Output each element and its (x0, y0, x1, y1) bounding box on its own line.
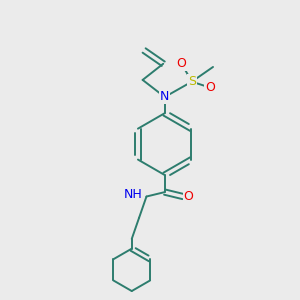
Text: O: O (177, 57, 186, 70)
Text: NH: NH (124, 188, 143, 201)
Text: N: N (160, 91, 169, 103)
Text: S: S (188, 75, 196, 88)
Text: O: O (183, 190, 193, 203)
Text: O: O (205, 81, 215, 94)
